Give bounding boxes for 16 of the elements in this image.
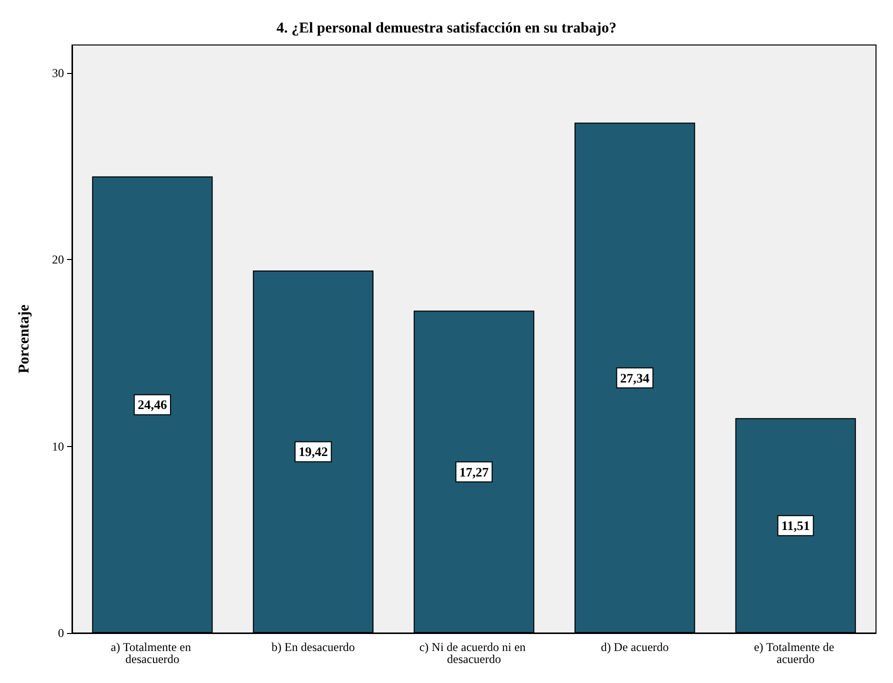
y-tick-label: 0 bbox=[58, 626, 64, 640]
y-tick-label: 20 bbox=[52, 252, 64, 267]
x-tick-label: a) Totalmente en desacuerdo bbox=[110, 640, 194, 666]
data-label: 17,27 bbox=[459, 464, 490, 480]
x-tick-label: d) De acuerdo bbox=[600, 640, 669, 654]
x-tick-label: b) En desacuerdo bbox=[272, 640, 355, 654]
chart-title: 4. ¿El personal demuestra satisfacción en su trabajo? bbox=[276, 20, 616, 36]
x-tick-label: e) Totalmente de acuerdo bbox=[754, 640, 838, 666]
x-tick-label: c) Ni de acuerdo ni en desacuerdo bbox=[419, 640, 529, 666]
data-label: 19,42 bbox=[298, 444, 328, 460]
y-tick-label: 30 bbox=[52, 66, 64, 80]
y-axis-title: Porcentaje bbox=[16, 304, 32, 374]
data-label: 27,34 bbox=[620, 370, 650, 386]
y-tick-label: 10 bbox=[52, 439, 64, 454]
data-label: 11,51 bbox=[781, 518, 810, 534]
data-label: 24,46 bbox=[138, 397, 168, 412]
